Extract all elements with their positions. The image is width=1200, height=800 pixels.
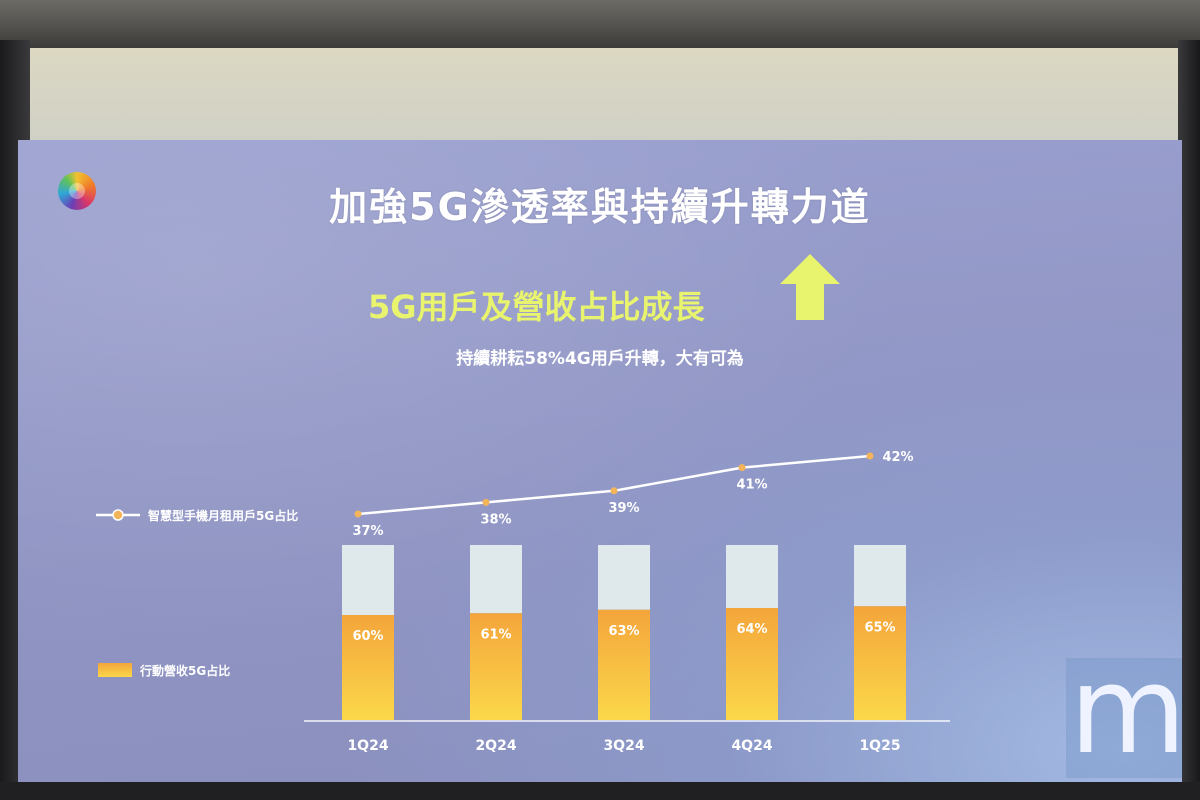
legend-line-marker (112, 509, 124, 521)
x-tick-label: 2Q24 (475, 738, 516, 754)
bar (470, 613, 522, 720)
bar-data-label: 60% (352, 629, 383, 644)
x-tick-label: 1Q24 (347, 738, 388, 754)
legend-bar-swatch (98, 663, 132, 677)
line-data-label: 42% (882, 450, 913, 465)
company-logo-icon (58, 172, 96, 210)
line-point (354, 510, 362, 518)
legend-bar-label: 行動營收5G占比 (139, 663, 230, 678)
bar-remainder (854, 545, 906, 607)
bar-remainder (598, 545, 650, 610)
line-data-label: 37% (352, 524, 383, 539)
presentation-slide: 加強5G滲透率與持續升轉力道 5G用戶及營收占比成長 持續耕耘58%4G用戶升轉… (18, 140, 1182, 782)
line-point (866, 452, 874, 460)
line-point (610, 487, 618, 495)
line-point (738, 464, 746, 472)
bar-data-label: 65% (864, 620, 895, 635)
ceiling-background (0, 0, 1200, 50)
up-arrow-icon (780, 254, 840, 320)
bar-remainder (470, 545, 522, 614)
bar-remainder (726, 545, 778, 608)
x-tick-label: 3Q24 (603, 738, 644, 754)
logo-center (69, 183, 85, 199)
line-data-label: 41% (736, 478, 767, 493)
x-tick-label: 4Q24 (731, 738, 772, 754)
slide-title: 加強5G滲透率與持續升轉力道 (329, 185, 871, 229)
legend-line-label: 智慧型手機月租用戶5G占比 (147, 508, 298, 523)
bar (342, 615, 394, 720)
line-data-label: 39% (608, 501, 639, 516)
x-tick-label: 1Q25 (859, 738, 900, 754)
bar-data-label: 61% (480, 627, 511, 642)
screen-frame-right (1178, 40, 1200, 800)
line-data-label: 38% (480, 512, 511, 527)
watermark-logo: m (1066, 652, 1182, 778)
bar (598, 609, 650, 720)
bar-data-label: 63% (608, 624, 639, 639)
screen-bottom-edge (0, 782, 1200, 800)
slide-subtitle: 5G用戶及營收占比成長 (368, 288, 705, 326)
slide-caption: 持續耕耘58%4G用戶升轉，大有可為 (456, 349, 744, 369)
bar-data-label: 64% (736, 622, 767, 637)
bar-remainder (342, 545, 394, 615)
bar (726, 608, 778, 720)
projection-screen-top (30, 48, 1178, 148)
line-point (482, 498, 490, 506)
line-layer: 37% 38% 39% 41% 42% (352, 450, 913, 539)
up-arrow-shape (780, 254, 840, 320)
bars-layer: 60% 1Q24 61% 2Q24 63% 3Q24 64% 4Q24 65% 1Q25 (342, 545, 906, 754)
bar (854, 606, 906, 720)
legend: 智慧型手機月租用戶5G占比 行動營收5G占比 (96, 508, 298, 678)
